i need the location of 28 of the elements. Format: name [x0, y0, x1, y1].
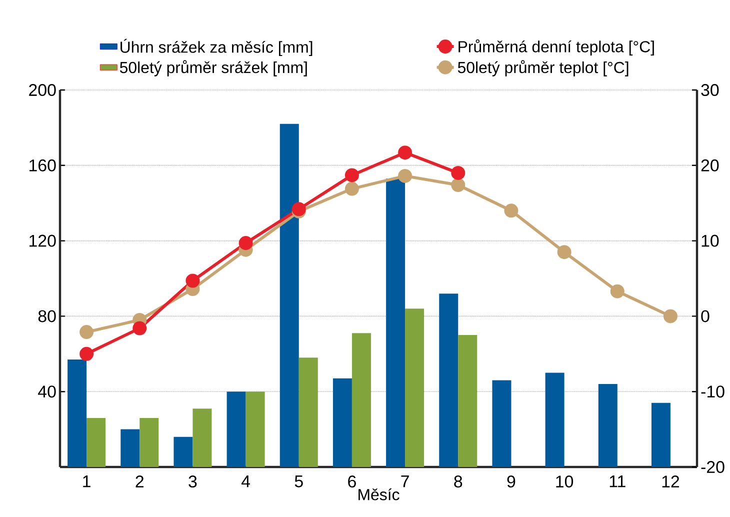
legend-label: Úhrn srážek za měsíc [mm]: [120, 38, 312, 56]
x-tick-label: 4: [241, 476, 250, 488]
y2-tick-label: 10: [702, 234, 719, 247]
x-tick-label: 1: [83, 476, 90, 488]
x-tick-label: 7: [401, 476, 409, 488]
x-tick-label: 6: [348, 476, 356, 488]
y2-tick-label: 0: [701, 310, 710, 322]
y-tick-label: 160: [30, 159, 56, 172]
legend-label: 50letý průměr srážek [mm]: [120, 60, 307, 76]
x-tick-label: 8: [454, 476, 462, 488]
x-tick-label: 11: [610, 476, 626, 488]
legend-label: 50letý průměr teplot [°C]: [458, 60, 628, 76]
x-tick-label: 12: [662, 476, 680, 488]
y2-tick-label: 30: [701, 84, 719, 96]
y2-tick-label: -10: [701, 386, 724, 398]
x-tick-label: 9: [507, 476, 516, 488]
y2-tick-label: -20: [701, 461, 724, 473]
legend-label: Průměrná denní teplota [°C]: [458, 39, 654, 56]
y-tick-label: 200: [29, 84, 56, 96]
x-tick-label: 10: [556, 476, 574, 488]
x-axis-title: Měsíc: [358, 488, 400, 500]
y-tick-label: 80: [38, 310, 56, 322]
x-tick-label: 2: [136, 476, 144, 488]
y-tick-label: 40: [38, 386, 56, 398]
y-tick-label: 120: [30, 234, 56, 247]
x-tick-label: 3: [188, 476, 197, 488]
x-tick-label: 5: [294, 476, 303, 488]
y2-tick-label: 20: [701, 159, 719, 172]
